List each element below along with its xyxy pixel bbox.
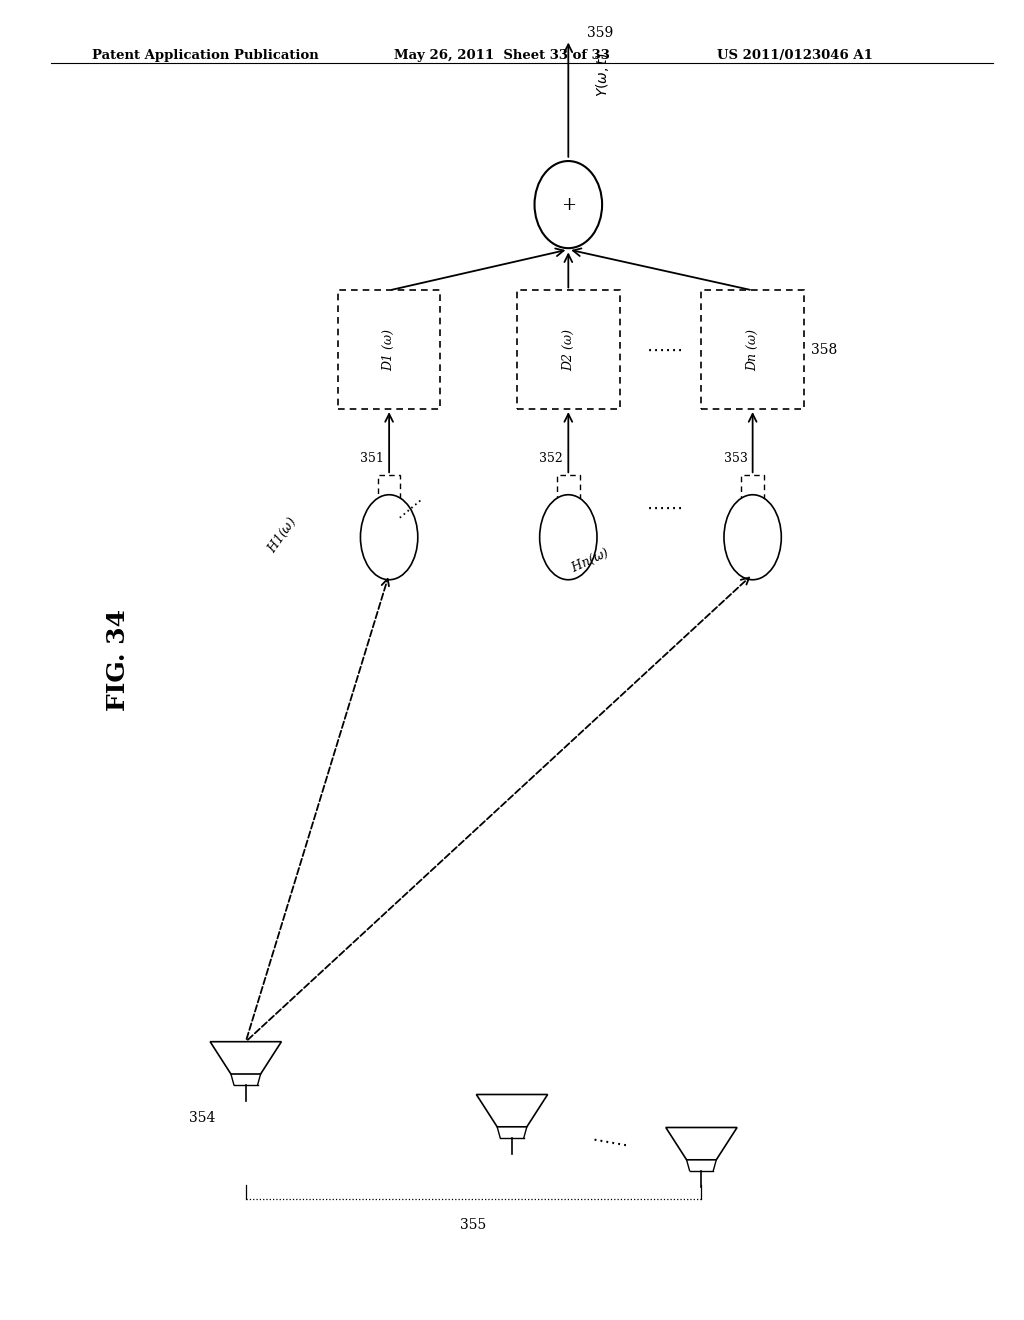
- Text: $\cdots\cdots$: $\cdots\cdots$: [645, 341, 682, 359]
- FancyBboxPatch shape: [701, 290, 804, 409]
- Text: 352: 352: [540, 451, 563, 465]
- Text: FIG. 34: FIG. 34: [105, 609, 130, 711]
- Text: H1($\omega$): H1($\omega$): [264, 513, 300, 556]
- Ellipse shape: [535, 161, 602, 248]
- Text: Patent Application Publication: Patent Application Publication: [92, 49, 318, 62]
- Text: 351: 351: [360, 451, 384, 465]
- FancyBboxPatch shape: [338, 290, 440, 409]
- Text: 359: 359: [587, 26, 613, 40]
- Text: D1 (ω): D1 (ω): [383, 329, 395, 371]
- FancyBboxPatch shape: [378, 475, 400, 525]
- Text: Dn (ω): Dn (ω): [746, 329, 759, 371]
- Text: 358: 358: [811, 343, 838, 356]
- FancyBboxPatch shape: [741, 475, 764, 525]
- Text: $\cdots\cdots$: $\cdots\cdots$: [393, 492, 426, 524]
- Ellipse shape: [724, 495, 781, 579]
- Text: $\cdots\cdots$: $\cdots\cdots$: [590, 1130, 629, 1154]
- Text: $Y(\omega, t)$: $Y(\omega, t)$: [594, 53, 611, 98]
- FancyBboxPatch shape: [517, 290, 620, 409]
- FancyBboxPatch shape: [557, 475, 580, 525]
- Text: D2 (ω): D2 (ω): [562, 329, 574, 371]
- Text: 354: 354: [189, 1111, 216, 1126]
- Text: 355: 355: [460, 1218, 486, 1233]
- Ellipse shape: [360, 495, 418, 579]
- Text: US 2011/0123046 A1: US 2011/0123046 A1: [717, 49, 872, 62]
- Text: +: +: [561, 195, 575, 214]
- Text: 353: 353: [724, 451, 748, 465]
- Ellipse shape: [540, 495, 597, 579]
- Text: $\cdots\cdots$: $\cdots\cdots$: [645, 499, 682, 517]
- Text: Hn($\omega$): Hn($\omega$): [568, 545, 611, 577]
- Text: May 26, 2011  Sheet 33 of 33: May 26, 2011 Sheet 33 of 33: [394, 49, 610, 62]
